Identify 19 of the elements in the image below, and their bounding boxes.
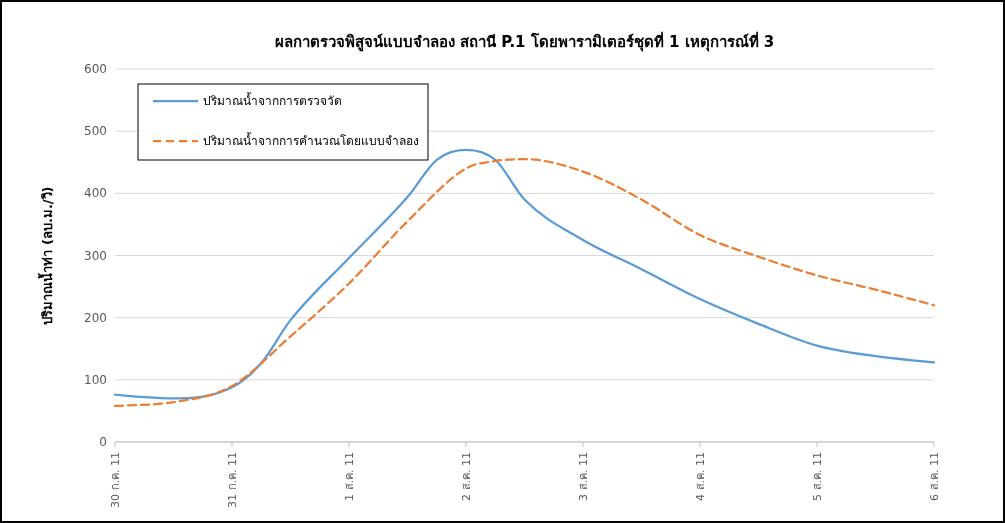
x-tick-label: 3 ส.ค. 11 bbox=[577, 452, 590, 501]
legend-label: ปริมาณน้ำจากการตรวจวัด bbox=[203, 92, 342, 108]
legend-label: ปริมาณน้ำจากการคำนวณโดยแบบจำลอง bbox=[203, 132, 419, 148]
y-tick-label: 200 bbox=[84, 310, 107, 325]
x-tick-label: 6 ส.ค. 11 bbox=[928, 452, 941, 501]
x-tick-label: 4 ส.ค. 11 bbox=[694, 452, 707, 501]
x-tick-label: 30 ก.ค. 11 bbox=[109, 452, 122, 508]
y-tick-label: 500 bbox=[84, 124, 107, 139]
y-tick-label: 100 bbox=[84, 372, 107, 387]
x-tick-label: 2 ส.ค. 11 bbox=[460, 452, 473, 501]
y-tick-label: 400 bbox=[84, 186, 107, 201]
x-tick-label: 31 ก.ค. 11 bbox=[226, 452, 239, 508]
x-tick-label: 1 ส.ค. 11 bbox=[343, 452, 356, 501]
x-tick-label: 5 ส.ค. 11 bbox=[811, 452, 824, 501]
y-tick-label: 0 bbox=[99, 435, 107, 449]
y-tick-label: 600 bbox=[84, 62, 107, 76]
chart-title: ผลกาตรวจพิสูจน์แบบจำลอง สถานี P.1 โดยพารามิเตอร์ชุดที่ 1 เหตุการณ์ที่ 3 bbox=[274, 31, 775, 52]
y-tick-label: 300 bbox=[84, 248, 107, 263]
y-axis-title: ปริมาณน้ำท่า (ลบ.ม./วิ) bbox=[37, 186, 55, 325]
